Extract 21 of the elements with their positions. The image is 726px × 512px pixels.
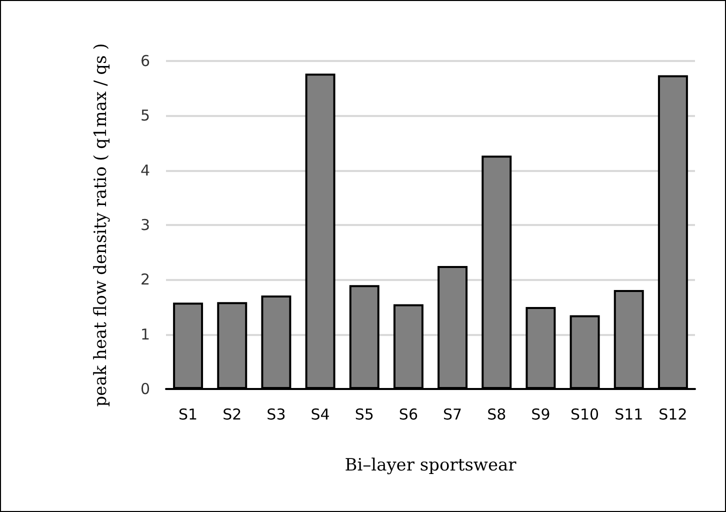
x-tick-label: S11 xyxy=(614,406,644,424)
x-tick-label: S7 xyxy=(443,406,462,424)
x-axis-title: Bi–layer sportswear xyxy=(344,456,518,476)
y-tick-label: 4 xyxy=(140,161,150,180)
y-tick-label: 0 xyxy=(140,380,150,398)
y-tick-label: 1 xyxy=(140,325,150,344)
x-tick-label: S12 xyxy=(658,406,688,424)
x-tick-label: S8 xyxy=(487,406,506,424)
x-tick-label: S6 xyxy=(398,406,418,424)
y-axis-title: peak heat flow density ratio ( q1max / qs ) xyxy=(91,43,111,407)
x-tick-label: S5 xyxy=(354,406,374,424)
x-tick-label: S1 xyxy=(178,406,198,424)
y-tick-label: 3 xyxy=(140,216,150,234)
x-tick-label: S9 xyxy=(531,406,550,424)
x-tick-label: S4 xyxy=(310,406,330,424)
y-tick-label: 6 xyxy=(140,52,150,70)
y-tick-label: 5 xyxy=(140,106,150,125)
x-tick-label: S10 xyxy=(570,406,600,424)
x-tick-label: S3 xyxy=(266,406,286,424)
y-tick-label: 2 xyxy=(140,270,150,289)
x-tick-label: S2 xyxy=(222,406,242,424)
